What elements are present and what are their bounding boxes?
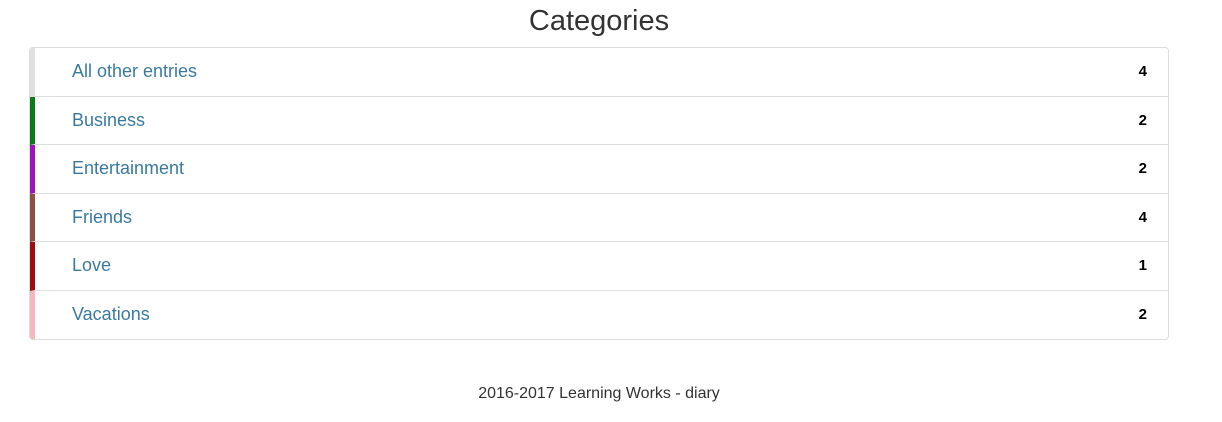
category-row-all-other-entries[interactable]: All other entries 4 (30, 48, 1168, 97)
page-title: Categories (528, 5, 670, 37)
category-count-badge: 2 (1138, 160, 1147, 178)
category-count-badge: 1 (1138, 257, 1147, 275)
category-count-badge: 2 (1138, 306, 1147, 324)
category-row-entertainment[interactable]: Entertainment 2 (30, 145, 1168, 194)
category-label[interactable]: Business (72, 109, 146, 130)
category-label[interactable]: All other entries (72, 61, 198, 82)
category-label[interactable]: Friends (72, 206, 133, 227)
category-row-business[interactable]: Business 2 (30, 96, 1168, 145)
category-row-friends[interactable]: Friends 4 (30, 193, 1168, 242)
category-label[interactable]: Love (72, 255, 112, 276)
category-label[interactable]: Vacations (72, 304, 150, 325)
category-count-badge: 2 (1138, 111, 1147, 129)
category-count-badge: 4 (1138, 63, 1147, 81)
category-row-vacations[interactable]: Vacations 2 (30, 290, 1168, 339)
category-row-love[interactable]: Love 1 (30, 242, 1168, 291)
category-list: All other entries 4 Business 2 Entertain… (29, 47, 1169, 340)
category-label[interactable]: Entertainment (72, 158, 185, 179)
category-count-badge: 4 (1138, 208, 1147, 226)
footer-text: 2016-2017 Learning Works - diary (478, 385, 720, 402)
